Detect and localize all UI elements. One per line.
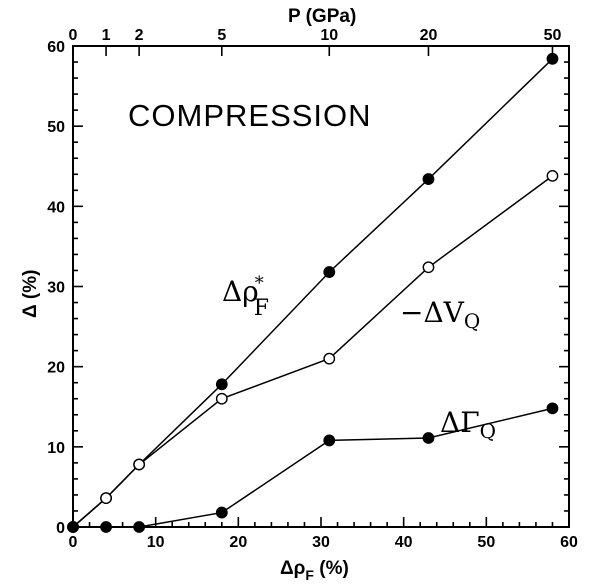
series-line-1: [72, 175, 553, 528]
x-axis-title: ΔρF (%): [280, 558, 349, 583]
data-point-1: [215, 392, 228, 405]
top-tick-label: 2: [135, 27, 144, 44]
series-markers: [67, 52, 559, 533]
data-point-2: [323, 434, 336, 447]
data-point-0: [215, 378, 228, 391]
data-point-2: [100, 521, 112, 533]
series-label-vq: −ΔVQ: [400, 296, 480, 333]
top-tick-label: 50: [544, 27, 562, 44]
x-tick-label: 10: [147, 534, 165, 551]
chart-title: COMPRESSION: [128, 98, 372, 133]
y-tick-label: 10: [47, 440, 65, 457]
y-tick-label: 30: [47, 280, 65, 297]
data-point-1: [323, 352, 336, 365]
top-axis-title: P (GPa): [288, 6, 356, 27]
data-point-1: [133, 458, 146, 471]
y-axis-title: Δ (%): [20, 270, 41, 318]
series-label-rho: Δρ* F: [222, 273, 269, 321]
y-tick-label: 40: [47, 199, 65, 216]
top-tick-label: 1: [102, 27, 111, 44]
data-point-1: [546, 169, 559, 182]
y-tick-label: 50: [47, 119, 65, 136]
data-point-1: [422, 261, 435, 274]
y-tick-label: 0: [56, 520, 65, 537]
data-point-2: [133, 521, 146, 533]
data-point-0: [422, 173, 435, 185]
top-tick-label: 20: [420, 27, 438, 44]
x-tick-label: 50: [477, 534, 495, 551]
top-tick-label: 5: [217, 27, 226, 44]
x-tick-label: 40: [395, 534, 413, 551]
data-point-2: [67, 521, 79, 533]
x-tick-label: 0: [69, 534, 78, 551]
data-point-0: [546, 52, 559, 65]
x-tick-label: 60: [560, 534, 578, 551]
data-point-1: [100, 492, 112, 505]
data-point-2: [546, 402, 559, 415]
y-tick-label: 20: [47, 360, 65, 377]
y-tick-label: 60: [47, 39, 65, 56]
x-tick-label: 20: [229, 534, 247, 551]
axis-ticks: [72, 45, 570, 528]
top-tick-label: 0: [69, 27, 78, 44]
data-point-0: [323, 266, 336, 278]
data-point-2: [215, 506, 228, 519]
top-tick-label: 10: [320, 27, 338, 44]
series-label-gq: ΔΓQ: [440, 406, 496, 443]
x-tick-label: 30: [312, 534, 330, 551]
data-point-2: [422, 432, 435, 444]
